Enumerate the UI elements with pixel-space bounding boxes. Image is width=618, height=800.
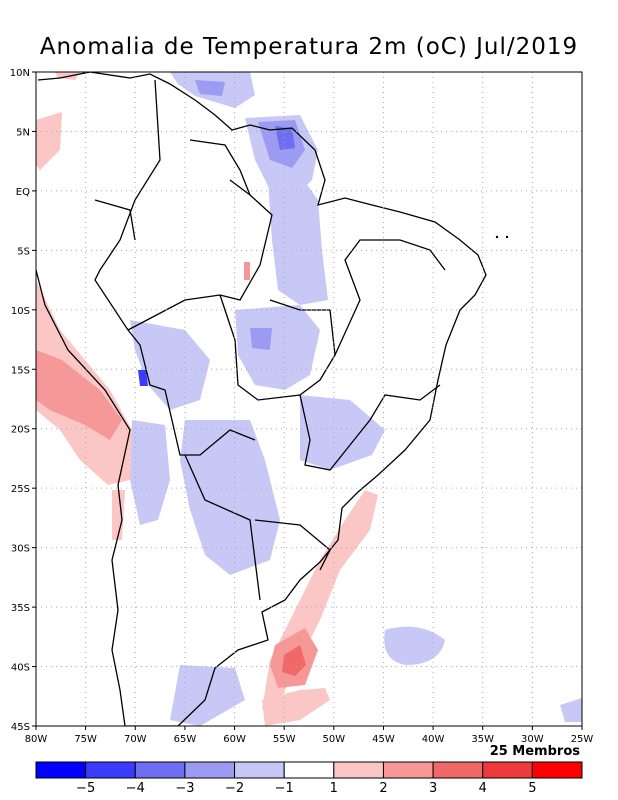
lon-label: 60W (223, 734, 246, 745)
neg-region-se-corner (560, 698, 582, 722)
neg4-andes (138, 370, 148, 386)
lat-label: 5S (17, 246, 30, 257)
pos-region-pacific-south (112, 490, 125, 540)
pos-region-sw (262, 688, 330, 726)
border-12 (94, 199, 136, 241)
lon-label: 80W (25, 734, 48, 745)
neg-region-west (130, 320, 210, 410)
axis-ticks (32, 71, 583, 730)
neg-region-patagonia (170, 665, 245, 726)
border-1 (94, 79, 161, 331)
lon-label: 35W (471, 734, 494, 745)
border-8 (349, 384, 441, 446)
graticule (36, 72, 582, 726)
lon-label: 50W (323, 734, 346, 745)
neg2-north (195, 80, 225, 96)
neg-region-andes (130, 420, 170, 525)
lat-label: 25S (11, 484, 30, 495)
latitude-labels: 10N 5N EQ 5S 10S 15S 20S 25S 30S 35S 40S 45S (10, 68, 30, 733)
neg-region-atlantic (384, 626, 445, 665)
longitude-labels: 80W 75W 70W 65W 60W 55W 50W 45W 40W 35W 30W 25W (25, 734, 594, 745)
lat-label: 45S (11, 722, 30, 733)
ensemble-members-label: 25 Membros (489, 744, 580, 759)
lon-label: 55W (273, 734, 296, 745)
border-4 (219, 294, 336, 401)
border-11 (189, 139, 251, 196)
neg-region-central (235, 305, 320, 390)
island-marker-2 (505, 235, 509, 239)
lat-label: 10S (11, 306, 30, 317)
lat-label: 5N (16, 127, 30, 138)
lon-label: 25W (571, 734, 594, 745)
border-6 (254, 519, 331, 571)
lat-label: 40S (11, 663, 30, 674)
lon-label: 40W (422, 734, 445, 745)
map-frame (35, 71, 583, 727)
pos-spot-central (244, 262, 250, 280)
border-5 (184, 454, 261, 601)
border-2 (127, 179, 273, 331)
lat-label: 15S (11, 365, 30, 376)
coastlines-and-borders (36, 72, 487, 726)
border-7 (299, 394, 351, 471)
lat-label: 20S (11, 425, 30, 436)
positive-anomaly-shading (36, 72, 378, 726)
lon-label: 75W (74, 734, 97, 745)
lat-label: 30S (11, 544, 30, 555)
pos-region-nw (36, 112, 62, 170)
lon-label: 65W (174, 734, 197, 745)
neg2-central (250, 328, 272, 350)
border-9 (334, 239, 446, 356)
border-10 (269, 299, 330, 311)
lat-label: EQ (16, 187, 30, 198)
map-title: Anomalia de Temperatura 2m (oC) Jul/2019 (39, 34, 579, 60)
lat-label: 10N (10, 68, 30, 79)
lat-label: 35S (11, 603, 30, 614)
border-3 (127, 329, 256, 456)
neg3-guianas (275, 126, 295, 150)
lon-label: 45W (372, 734, 395, 745)
lon-label: 70W (124, 734, 147, 745)
pos3-atlantic (282, 645, 306, 676)
neg-region-chaco (180, 420, 280, 575)
island-marker (495, 235, 499, 239)
neg-region-southeast (300, 395, 385, 470)
neg-region-amazon (268, 175, 328, 305)
pos2-pacific (36, 350, 122, 440)
lon-label: 30W (521, 734, 544, 745)
negative-anomaly-shading (130, 72, 582, 726)
south-america-coast (36, 72, 487, 726)
